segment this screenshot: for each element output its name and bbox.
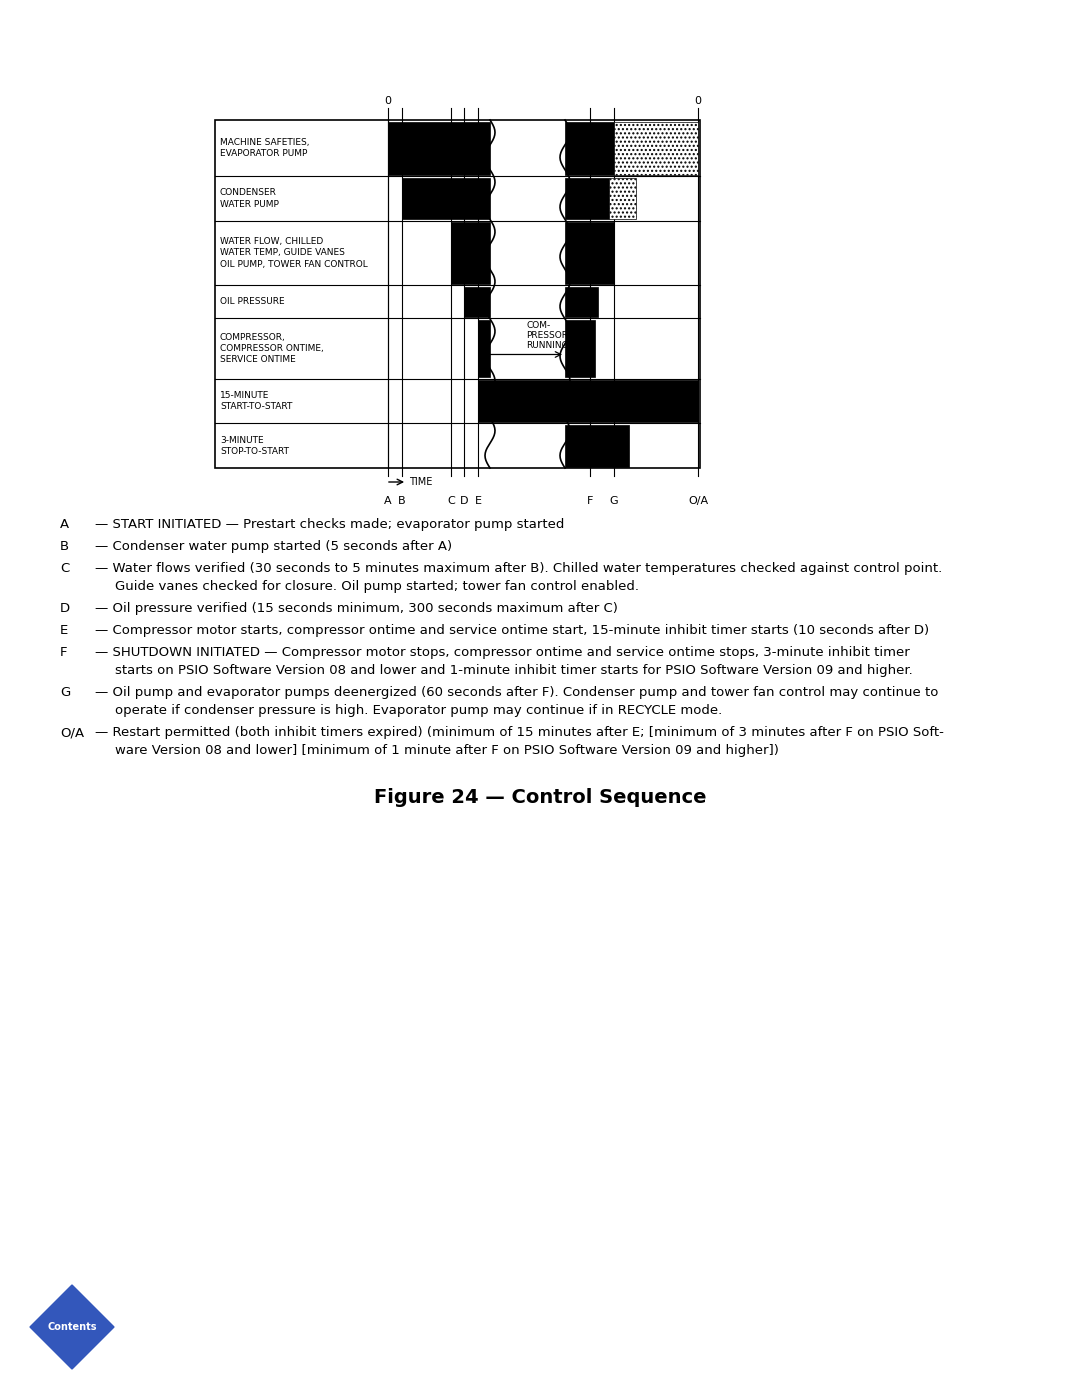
Text: COM-
PRESSOR
RUNNING: COM- PRESSOR RUNNING (527, 321, 569, 351)
Bar (565, 222, 615, 284)
Text: — Restart permitted (both inhibit timers expired) (minimum of 15 minutes after E: — Restart permitted (both inhibit timers… (95, 726, 944, 739)
Text: — Oil pump and evaporator pumps deenergized (60 seconds after F). Condenser pump: — Oil pump and evaporator pumps deenergi… (95, 686, 939, 698)
Text: F: F (60, 645, 67, 659)
Text: WATER FLOW, CHILLED
WATER TEMP, GUIDE VANES
OIL PUMP, TOWER FAN CONTROL: WATER FLOW, CHILLED WATER TEMP, GUIDE VA… (220, 237, 368, 268)
Text: OIL PRESSURE: OIL PRESSURE (220, 298, 285, 306)
Bar (565, 122, 615, 175)
Bar (565, 177, 609, 219)
Text: A: A (60, 518, 69, 531)
Text: C: C (447, 496, 455, 506)
Text: 0: 0 (694, 96, 702, 106)
Polygon shape (30, 1285, 114, 1369)
Text: TIME: TIME (409, 476, 432, 488)
Bar (615, 122, 698, 175)
Bar (451, 222, 490, 284)
Bar (565, 320, 595, 377)
Text: G: G (60, 686, 70, 698)
Text: D: D (460, 496, 469, 506)
Text: B: B (60, 541, 69, 553)
Text: — Condenser water pump started (5 seconds after A): — Condenser water pump started (5 second… (95, 541, 453, 553)
Text: operate if condenser pressure is high. Evaporator pump may continue if in RECYCL: operate if condenser pressure is high. E… (114, 704, 723, 717)
Text: — Compressor motor starts, compressor ontime and service ontime start, 15-minute: — Compressor motor starts, compressor on… (95, 624, 929, 637)
Bar (478, 380, 698, 422)
Text: Figure 24 — Control Sequence: Figure 24 — Control Sequence (374, 788, 706, 807)
Text: D: D (60, 602, 70, 615)
Bar (464, 286, 490, 317)
Text: ware Version 08 and lower] [minimum of 1 minute after F on PSIO Software Version: ware Version 08 and lower] [minimum of 1… (114, 745, 779, 757)
Text: — START INITIATED — Prestart checks made; evaporator pump started: — START INITIATED — Prestart checks made… (95, 518, 565, 531)
Text: — Water flows verified (30 seconds to 5 minutes maximum after B). Chilled water : — Water flows verified (30 seconds to 5 … (95, 562, 942, 576)
Text: COMPRESSOR,
COMPRESSOR ONTIME,
SERVICE ONTIME: COMPRESSOR, COMPRESSOR ONTIME, SERVICE O… (220, 332, 324, 365)
Text: starts on PSIO Software Version 08 and lower and 1-minute inhibit timer starts f: starts on PSIO Software Version 08 and l… (114, 664, 913, 678)
Text: 0: 0 (384, 96, 391, 106)
Bar (215, 120, 700, 468)
Text: G: G (610, 496, 619, 506)
Bar (609, 177, 636, 219)
Bar (402, 177, 490, 219)
Text: O/A: O/A (688, 496, 708, 506)
Text: A: A (384, 496, 392, 506)
Text: C: C (60, 562, 69, 576)
Bar (478, 320, 490, 377)
Bar (565, 286, 598, 317)
Text: CONDENSER
WATER PUMP: CONDENSER WATER PUMP (220, 189, 279, 208)
Text: 15-MINUTE
START-TO-START: 15-MINUTE START-TO-START (220, 391, 293, 411)
Text: F: F (586, 496, 593, 506)
Bar (388, 122, 490, 175)
Text: Contents: Contents (48, 1322, 97, 1331)
Text: 3-MINUTE
STOP-TO-START: 3-MINUTE STOP-TO-START (220, 436, 289, 455)
Text: O/A: O/A (60, 726, 84, 739)
Text: MACHINE SAFETIES,
EVAPORATOR PUMP: MACHINE SAFETIES, EVAPORATOR PUMP (220, 138, 310, 158)
Bar (565, 425, 629, 467)
Text: — SHUTDOWN INITIATED — Compressor motor stops, compressor ontime and service ont: — SHUTDOWN INITIATED — Compressor motor … (95, 645, 909, 659)
Text: E: E (474, 496, 482, 506)
Text: B: B (399, 496, 406, 506)
Text: — Oil pressure verified (15 seconds minimum, 300 seconds maximum after C): — Oil pressure verified (15 seconds mini… (95, 602, 618, 615)
Text: Guide vanes checked for closure. Oil pump started; tower fan control enabled.: Guide vanes checked for closure. Oil pum… (114, 580, 639, 592)
Text: E: E (60, 624, 68, 637)
